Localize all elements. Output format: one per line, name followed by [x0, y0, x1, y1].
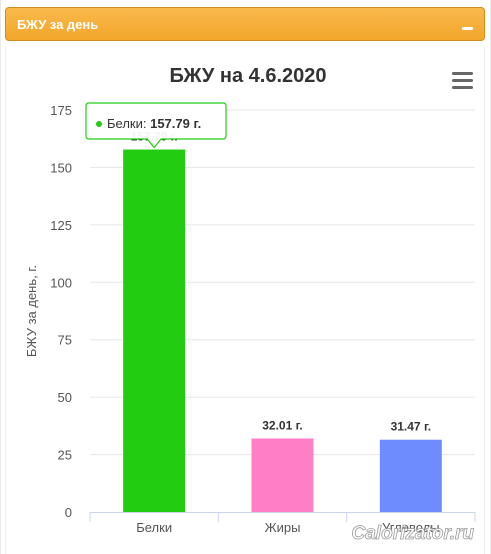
menu-icon[interactable]: [452, 72, 473, 89]
y-tick-label: 150: [50, 160, 72, 175]
tooltip-series-name: Белки:: [107, 116, 150, 131]
collapse-icon[interactable]: [462, 27, 473, 30]
y-axis-title: БЖУ за день, г.: [24, 265, 39, 357]
tooltip-text: Белки: 157.79 г.: [107, 116, 201, 131]
x-tick-label: Белки: [136, 520, 172, 535]
y-tick-label: 0: [65, 505, 72, 520]
y-tick-label: 50: [58, 390, 72, 405]
bars: [123, 149, 442, 513]
y-axis-ticks: 0 25 50 75 100 125 150 175: [50, 103, 72, 520]
tooltip-series-dot: [96, 121, 102, 127]
tooltip-box: [85, 102, 227, 149]
tooltip: Белки: 157.79 г.: [85, 102, 227, 149]
bar-3[interactable]: [379, 439, 442, 512]
x-tick-label: Жиры: [265, 520, 301, 535]
y-tick-label: 100: [50, 275, 72, 290]
y-tick-label: 175: [50, 103, 72, 118]
panel-title: БЖУ за день: [17, 17, 99, 32]
y-tick-label: 75: [58, 333, 72, 348]
y-tick-label: 25: [58, 448, 72, 463]
data-label: 31.47 г.: [391, 420, 432, 434]
chart-title: БЖУ на 4.6.2020: [169, 65, 326, 87]
panel-header: БЖУ за день: [5, 7, 485, 41]
y-tick-label: 125: [50, 218, 72, 233]
x-axis: Белки Жиры Углеводы: [89, 512, 476, 535]
x-tick-label: Углеводы: [382, 520, 440, 535]
tooltip-value: 157.79 г.: [150, 116, 201, 131]
bar-1[interactable]: [123, 149, 186, 513]
bar-2[interactable]: [251, 438, 314, 512]
data-label: 32.01 г.: [262, 418, 303, 432]
watermark: Calorizator.ru: [352, 523, 475, 544]
